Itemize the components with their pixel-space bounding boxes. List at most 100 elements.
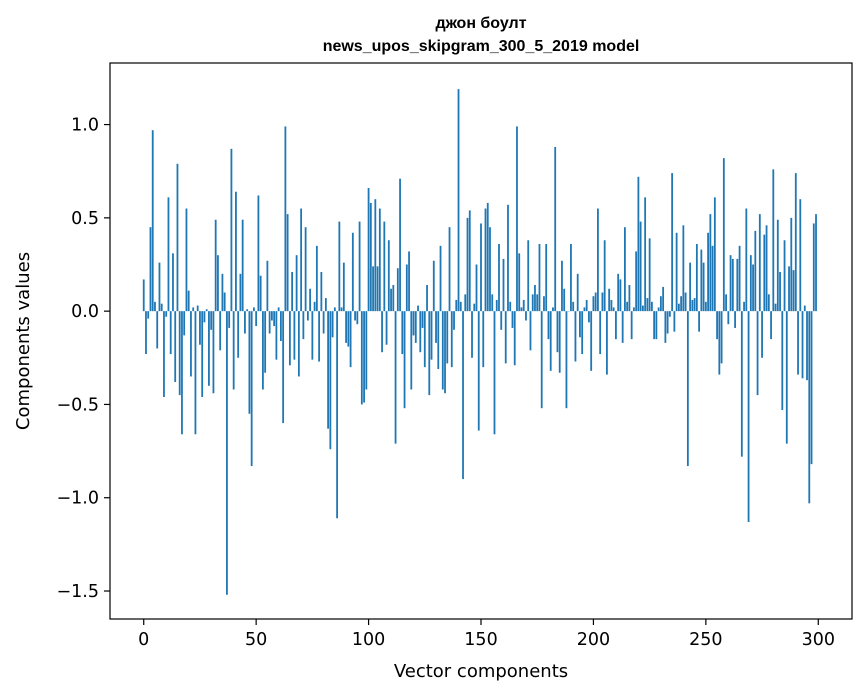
bar-114 bbox=[399, 178, 401, 312]
bar-298 bbox=[812, 223, 815, 312]
bar-174 bbox=[534, 285, 536, 312]
bar-184 bbox=[556, 311, 559, 353]
bar-277 bbox=[765, 225, 768, 312]
bars-group bbox=[142, 89, 817, 595]
bar-98 bbox=[363, 311, 365, 403]
chart-subtitle: news_upos_skipgram_300_5_2019 model bbox=[323, 38, 640, 55]
bar-104 bbox=[376, 266, 379, 312]
bar-202 bbox=[597, 208, 599, 312]
bar-49 bbox=[253, 307, 255, 312]
bar-191 bbox=[572, 301, 575, 312]
bar-167 bbox=[518, 253, 521, 312]
bar-91 bbox=[347, 311, 350, 347]
x-axis-ticks: 0 50 100 150 200 250 300 bbox=[138, 619, 835, 650]
bar-264 bbox=[736, 258, 739, 312]
bar-152 bbox=[484, 208, 487, 312]
bar-38 bbox=[228, 311, 231, 328]
bar-85 bbox=[333, 307, 336, 312]
bar-242 bbox=[686, 311, 689, 467]
bar-170 bbox=[525, 311, 527, 321]
bar-177 bbox=[540, 311, 543, 409]
bar-115 bbox=[401, 311, 404, 355]
bar-120 bbox=[412, 311, 415, 336]
bar-182 bbox=[552, 307, 554, 312]
bar-231 bbox=[662, 286, 665, 312]
bar-283 bbox=[779, 271, 781, 312]
bar-226 bbox=[650, 301, 653, 312]
bar-84 bbox=[331, 311, 334, 338]
bar-12 bbox=[169, 311, 172, 355]
bar-61 bbox=[279, 311, 282, 341]
bar-169 bbox=[522, 299, 525, 312]
bar-112 bbox=[394, 311, 397, 444]
chart-title: джон боулт bbox=[435, 15, 526, 32]
bar-123 bbox=[419, 311, 422, 353]
bar-214 bbox=[624, 227, 626, 312]
bar-181 bbox=[549, 311, 552, 371]
bar-166 bbox=[516, 126, 518, 312]
bar-289 bbox=[792, 270, 795, 312]
bar-153 bbox=[486, 202, 489, 312]
bar-142 bbox=[462, 311, 464, 480]
bar-288 bbox=[790, 217, 793, 312]
bar-190 bbox=[570, 243, 572, 312]
bar-203 bbox=[599, 311, 602, 355]
bar-60 bbox=[277, 307, 280, 312]
bar-293 bbox=[801, 311, 804, 379]
bar-192 bbox=[574, 311, 577, 362]
bar-102 bbox=[372, 266, 374, 312]
bar-97 bbox=[360, 311, 363, 405]
bar-53 bbox=[262, 311, 264, 390]
bar-121 bbox=[414, 311, 417, 343]
bar-236 bbox=[673, 311, 676, 332]
bar-265 bbox=[738, 245, 741, 312]
bar-263 bbox=[734, 311, 736, 328]
bar-58 bbox=[273, 311, 276, 327]
bar-116 bbox=[403, 311, 406, 409]
bar-136 bbox=[448, 227, 451, 312]
bar-8 bbox=[160, 303, 163, 312]
bar-56 bbox=[268, 311, 271, 334]
bar-78 bbox=[318, 311, 321, 362]
bar-175 bbox=[536, 294, 539, 312]
bar-194 bbox=[579, 311, 581, 338]
bar-39 bbox=[230, 148, 233, 312]
bar-21 bbox=[190, 311, 192, 377]
bar-30 bbox=[210, 311, 213, 330]
bar-232 bbox=[664, 311, 667, 343]
bar-69 bbox=[297, 311, 300, 377]
y-axis-ticks: −1.5 −1.0 −0.5 0.0 0.5 1.0 bbox=[57, 116, 110, 602]
bar-50 bbox=[255, 311, 258, 327]
bar-227 bbox=[653, 311, 656, 340]
bar-155 bbox=[491, 294, 494, 312]
bar-158 bbox=[498, 243, 500, 312]
x-tick-label: 300 bbox=[802, 630, 835, 650]
bar-219 bbox=[635, 251, 638, 312]
bar-161 bbox=[504, 311, 507, 364]
bar-34 bbox=[219, 311, 222, 351]
bar-32 bbox=[214, 219, 217, 312]
bar-17 bbox=[181, 311, 183, 435]
bar-297 bbox=[810, 311, 813, 465]
bar-111 bbox=[392, 285, 395, 312]
bar-233 bbox=[666, 311, 669, 334]
bar-204 bbox=[601, 292, 604, 312]
bar-11 bbox=[167, 197, 170, 312]
bar-187 bbox=[563, 288, 566, 312]
bar-132 bbox=[439, 245, 442, 312]
y-tick-label: 0.0 bbox=[71, 302, 99, 322]
bar-284 bbox=[781, 311, 784, 411]
bar-151 bbox=[482, 311, 485, 368]
bar-48 bbox=[250, 311, 253, 467]
bar-292 bbox=[799, 199, 802, 312]
bar-222 bbox=[641, 305, 644, 312]
bar-82 bbox=[327, 311, 329, 429]
bar-117 bbox=[405, 264, 408, 312]
bar-149 bbox=[477, 311, 480, 431]
bar-57 bbox=[270, 311, 273, 321]
bar-126 bbox=[426, 285, 428, 312]
bar-270 bbox=[749, 255, 752, 312]
bar-208 bbox=[610, 299, 613, 312]
bar-40 bbox=[232, 311, 235, 390]
plot-frame bbox=[109, 62, 853, 620]
